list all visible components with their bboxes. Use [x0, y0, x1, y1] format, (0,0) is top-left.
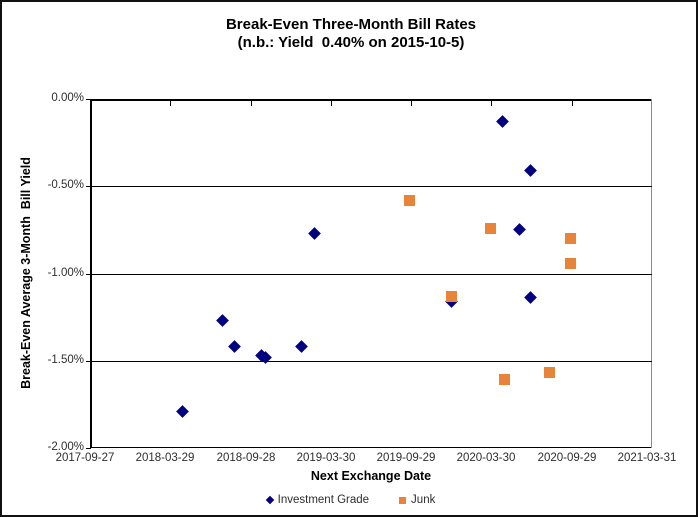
y-tick-label: 0.00% [51, 92, 84, 104]
x-axis-title: Next Exchange Date [310, 469, 432, 483]
data-point-junk [446, 291, 457, 302]
chart-title: Break-Even Three-Month Bill Rates [225, 16, 477, 33]
x-tick-label: 2018-09-28 [216, 452, 276, 464]
y-tick-label: -0.50% [47, 179, 84, 191]
x-tick-label: 2018-03-29 [135, 452, 195, 464]
x-tick-mark [331, 101, 332, 106]
data-point-junk [544, 367, 555, 378]
y-tick-label: -1.00% [47, 267, 84, 279]
x-tick-label: 2021-03-31 [617, 452, 677, 464]
data-point-investment-grade [295, 340, 308, 353]
data-point-investment-grade [524, 291, 537, 304]
x-tick-label: 2019-09-29 [376, 452, 436, 464]
legend-item-junk: Junk [399, 494, 435, 506]
x-tick-mark [572, 101, 573, 106]
data-point-junk [565, 233, 576, 244]
data-point-investment-grade [216, 314, 229, 327]
y-tick-label: -2.00% [47, 441, 84, 453]
data-point-investment-grade [524, 164, 537, 177]
data-point-junk [565, 258, 576, 269]
data-point-junk [404, 195, 415, 206]
x-tick-label: 2020-09-29 [537, 452, 597, 464]
gridline--1 [90, 274, 652, 275]
junk-square-icon [399, 496, 407, 504]
legend-label-investment-grade: Investment Grade [277, 494, 370, 506]
data-point-investment-grade [513, 223, 526, 236]
data-point-investment-grade [308, 227, 321, 240]
y-tick-mark [86, 361, 91, 362]
data-point-investment-grade [228, 340, 241, 353]
gridline--1.5 [90, 361, 652, 362]
x-tick-label: 2019-03-30 [296, 452, 356, 464]
y-tick-mark [86, 186, 91, 187]
y-tick-mark [86, 274, 91, 275]
x-tick-label: 2020-03-30 [456, 452, 516, 464]
plot-border-right [651, 99, 652, 448]
data-point-junk [499, 374, 510, 385]
data-point-investment-grade [176, 405, 189, 418]
legend-item-investment-grade: Investment Grade [265, 494, 370, 506]
plot-area [90, 99, 652, 448]
x-tick-mark [251, 101, 252, 106]
legend-label-junk: Junk [411, 494, 436, 506]
chart-legend: Investment Grade Junk [2, 494, 696, 506]
chart-subtitle: (n.b.: Yield 0.40% on 2015-10-5) [237, 34, 465, 51]
x-tick-mark [170, 101, 171, 106]
x-tick-label: 2017-09-27 [55, 452, 115, 464]
y-tick-label: -1.50% [47, 354, 84, 366]
gridline--0.5 [90, 186, 652, 187]
x-tick-mark [411, 101, 412, 106]
x-axis-line [90, 99, 652, 101]
plot-border-bottom [90, 447, 652, 448]
data-point-investment-grade [496, 115, 509, 128]
y-tick-mark [86, 448, 91, 449]
investment-grade-diamond-icon [265, 495, 274, 505]
x-tick-mark [491, 101, 492, 106]
data-point-junk [485, 223, 496, 234]
y-tick-mark [86, 99, 91, 100]
y-axis-line [90, 99, 92, 448]
